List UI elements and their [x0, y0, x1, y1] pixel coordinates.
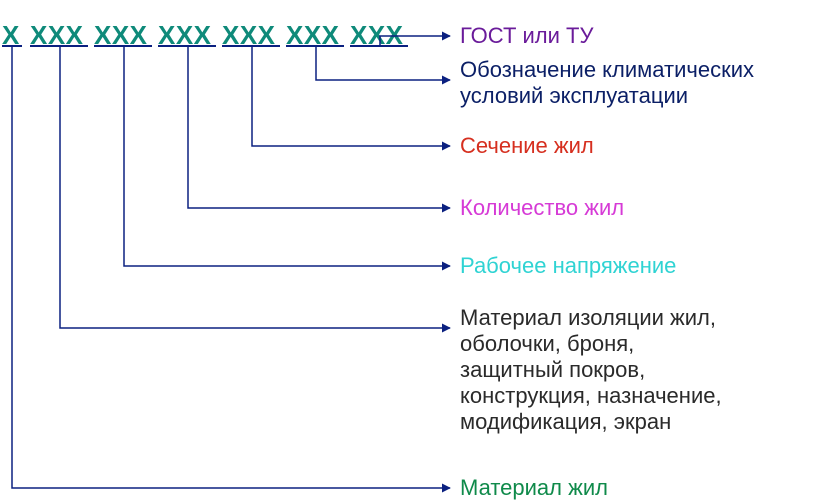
- leader-line-2: [252, 47, 450, 146]
- leader-line-4: [124, 47, 450, 266]
- legend-label-6: Материал жил: [460, 475, 608, 501]
- code-underline-2: [94, 45, 152, 47]
- leader-line-1: [316, 47, 450, 80]
- legend-label-0: ГОСТ или ТУ: [460, 23, 593, 49]
- code-underline-3: [158, 45, 216, 47]
- legend-label-3: Количество жил: [460, 195, 624, 221]
- legend-label-1: Обозначение климатических условий эксплу…: [460, 57, 754, 109]
- legend-label-5: Материал изоляции жил, оболочки, броня, …: [460, 305, 722, 435]
- code-underline-0: [2, 45, 22, 47]
- leader-line-3: [188, 47, 450, 208]
- code-underline-1: [30, 45, 88, 47]
- leader-line-6: [12, 47, 450, 488]
- legend-label-4: Рабочее напряжение: [460, 253, 676, 279]
- code-underline-4: [222, 45, 280, 47]
- code-underline-5: [286, 45, 344, 47]
- code-underline-6: [350, 45, 408, 47]
- legend-label-2: Сечение жил: [460, 133, 594, 159]
- leader-line-5: [60, 47, 450, 328]
